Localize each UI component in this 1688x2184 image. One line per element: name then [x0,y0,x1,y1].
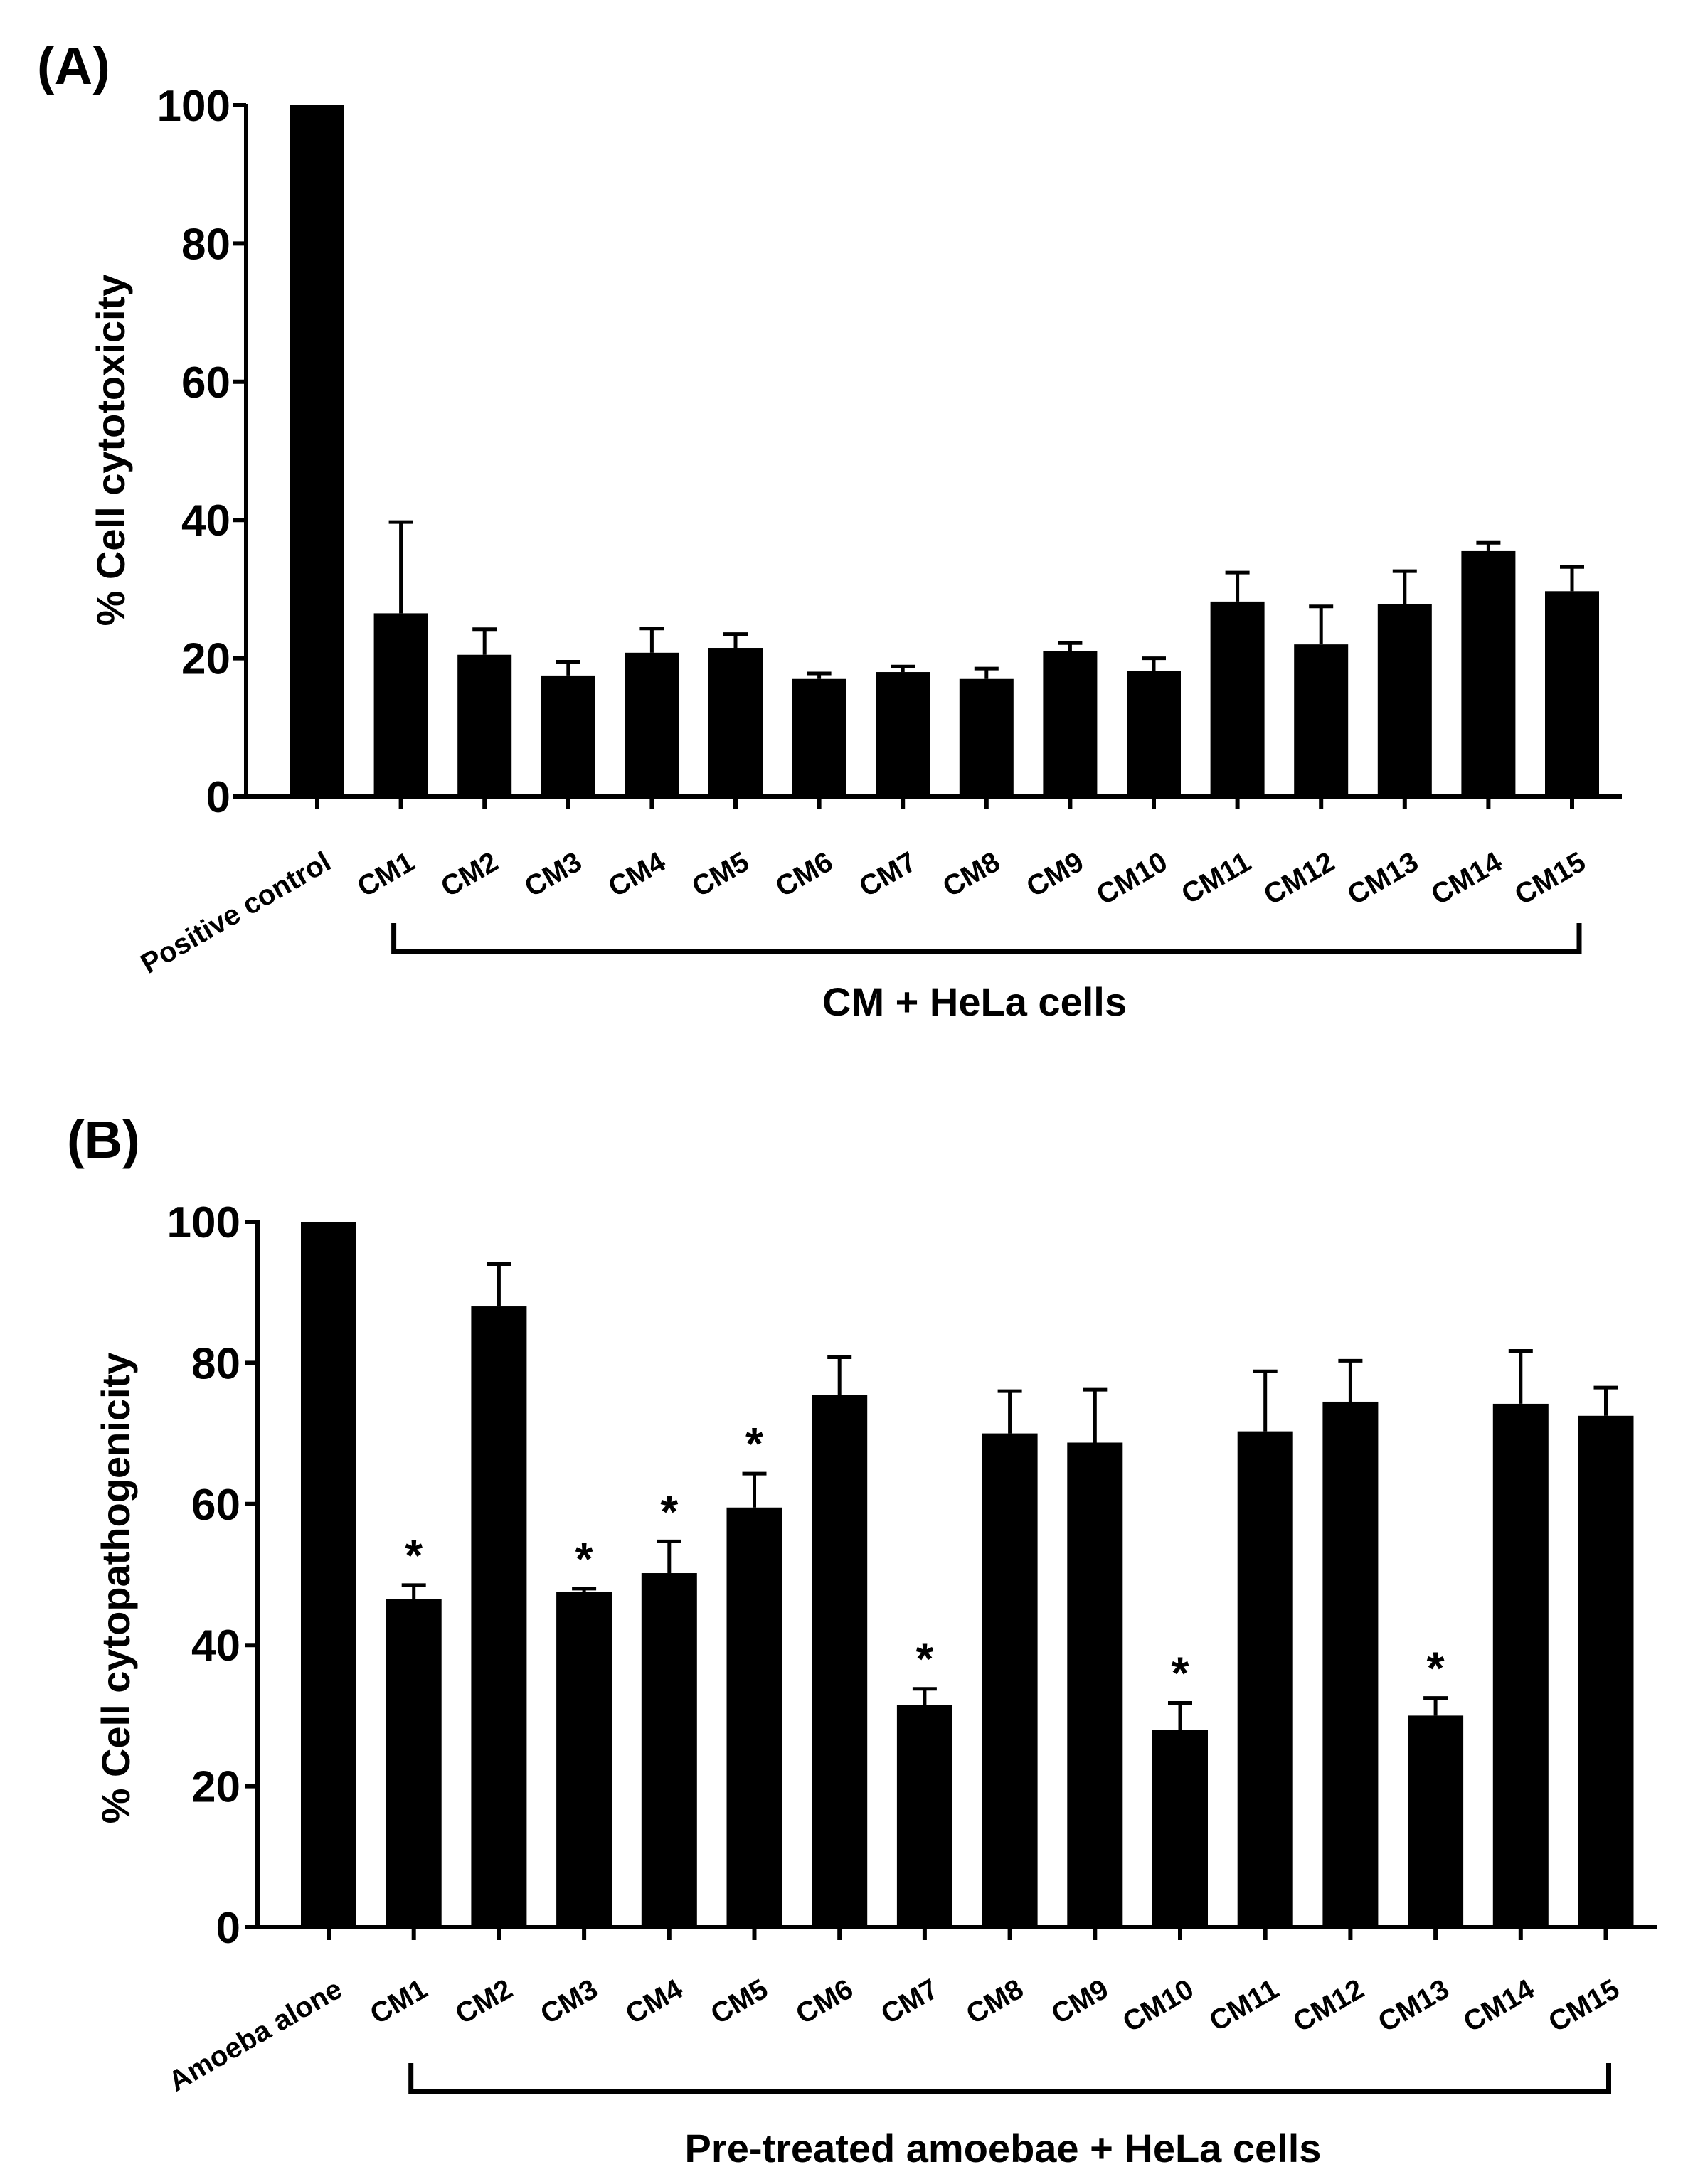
panel-b-group-bracket [408,2063,1611,2094]
panel-a-label: (A) [37,36,110,95]
panel-a-bar [876,672,930,797]
panel-b-label: (B) [67,1110,140,1169]
panel-a-bar [959,678,1014,797]
panel-a-y-tick-label: 40 [181,496,230,545]
panel-b-bar [301,1222,356,1927]
panel-b-significance-star: * [915,1634,933,1685]
panel-b-bar [1067,1442,1123,1927]
panel-b-group-label: Pre-treated amoebae + HeLa cells [685,2126,1322,2170]
panel-a-bar [1127,671,1181,797]
panel-a-bar [1545,591,1599,797]
panel-a-bar [457,654,512,797]
panel-b-bar [1152,1730,1208,1927]
panel-b-y-ticks: 0 20 40 60 80 100 [167,1198,258,1953]
panel-b-bar [471,1306,527,1927]
panel-a-bar [625,652,679,797]
panel-a-bar [792,678,846,797]
panel-b-significance-star: * [660,1486,678,1537]
panel-b-bar [1237,1431,1293,1927]
panel-b-y-tick-label: 60 [191,1481,240,1530]
panel-b-significance-star: * [575,1533,593,1584]
panel-b-significance-markers: * * * * * * * [405,1418,1444,1698]
panel-b-y-tick-label: 100 [167,1198,240,1247]
panel-a-group-bracket [391,923,1582,954]
panel-a-bars [290,105,1599,809]
panel-b-y-tick-label: 80 [191,1339,240,1388]
panel-a-group-label: CM + HeLa cells [822,979,1127,1024]
panel-b-bar [812,1395,868,1927]
panel-b-bar [896,1705,952,1927]
panel-b-significance-star: * [1427,1643,1445,1694]
panel-b-y-axis-label: % Cell cytopathogenicity [93,1353,138,1824]
panel-b-bar [556,1592,612,1927]
panel-a-bar [1377,604,1432,797]
panel-b-bar [1408,1715,1464,1927]
panel-b-y-tick-label: 0 [216,1904,240,1953]
panel-b-bar [386,1599,442,1927]
panel-b-bar [982,1433,1038,1927]
panel-b-bar [726,1507,782,1927]
panel-b-bar [1578,1415,1634,1927]
panel-b-y-tick-label: 40 [191,1621,240,1671]
panel-a-error-bars [388,520,1584,679]
panel-b-y-tick-label: 20 [191,1763,240,1812]
panel-b-significance-star: * [405,1530,423,1581]
panel-a-y-ticks: 0 20 40 60 80 100 [157,82,246,822]
panel-a-bar [1210,601,1265,797]
panel-b-significance-star: * [1172,1648,1189,1699]
panel-b-significance-star: * [745,1418,763,1469]
panel-a-y-tick-label: 60 [181,358,230,407]
panel-a-bar [1043,651,1098,797]
panel-a-y-tick-label: 0 [206,773,230,822]
panel-a-y-tick-label: 100 [157,82,230,131]
panel-b-bar [1322,1401,1379,1927]
panel-a-y-tick-label: 80 [181,220,230,269]
panel-a-bar [290,105,344,797]
panel-a-bar [541,675,595,797]
panel-b-error-bars [401,1262,1618,1730]
panel-b-bracket-line [408,2063,1611,2094]
panel-a-bar [1461,550,1516,797]
panel-a-bar [1294,644,1349,797]
panel-b-bar [1492,1403,1549,1927]
panel-b-bars [301,1222,1634,1940]
panel-b-bar [641,1573,697,1927]
panel-a-bracket-line [391,923,1582,954]
panel-a-bar [708,648,763,797]
panel-a-y-axis-label: % Cell cytotoxicity [88,275,133,627]
panel-a-y-tick-label: 20 [181,635,230,684]
panel-a-bar [373,613,428,797]
